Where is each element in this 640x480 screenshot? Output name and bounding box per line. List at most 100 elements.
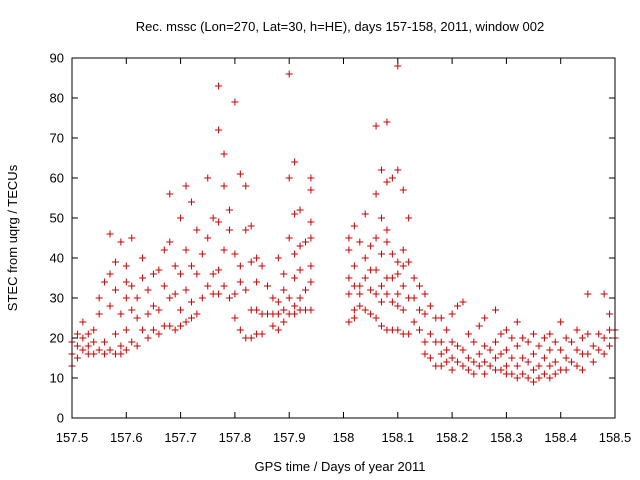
data-point (117, 238, 125, 246)
data-point (247, 334, 255, 342)
data-point (231, 250, 239, 258)
data-point (247, 258, 255, 266)
data-point (307, 186, 315, 194)
data-point (437, 350, 445, 358)
data-point (117, 350, 125, 358)
data-point (204, 282, 212, 290)
data-point (182, 286, 190, 294)
data-point (399, 282, 407, 290)
data-point (274, 326, 282, 334)
data-point (128, 338, 136, 346)
data-point (383, 238, 391, 246)
data-point (589, 358, 597, 366)
data-point (502, 346, 510, 354)
data-point (345, 318, 353, 326)
data-point (448, 366, 456, 374)
data-point (274, 310, 282, 318)
data-point (372, 314, 380, 322)
data-point (372, 290, 380, 298)
data-point (122, 346, 130, 354)
data-point (383, 118, 391, 126)
data-point (253, 278, 261, 286)
data-point (296, 206, 304, 214)
data-point (546, 374, 554, 382)
y-axis-label: STEC from uqrg / TECUs (5, 164, 20, 311)
data-point (578, 334, 586, 342)
data-point (356, 238, 364, 246)
data-point (562, 366, 570, 374)
data-point (497, 350, 505, 358)
data-point (231, 290, 239, 298)
data-point (410, 318, 418, 326)
data-point (187, 198, 195, 206)
data-point (117, 310, 125, 318)
data-point (562, 334, 570, 342)
data-point (508, 334, 516, 342)
data-point (160, 246, 168, 254)
data-point (464, 354, 472, 362)
data-point (291, 158, 299, 166)
data-point (399, 186, 407, 194)
data-point (236, 170, 244, 178)
data-point (513, 342, 521, 350)
data-point (475, 362, 483, 370)
data-point (600, 350, 608, 358)
data-point (225, 226, 233, 234)
data-point (253, 306, 261, 314)
x-tick-label: 158.3 (490, 430, 523, 445)
data-point (236, 262, 244, 270)
data-point (399, 246, 407, 254)
data-point (394, 326, 402, 334)
data-point (231, 98, 239, 106)
data-point (448, 338, 456, 346)
data-point (236, 326, 244, 334)
data-point (443, 346, 451, 354)
data-point (193, 310, 201, 318)
data-point (139, 274, 147, 282)
data-point (437, 314, 445, 322)
data-point (149, 270, 157, 278)
data-point (437, 362, 445, 370)
data-point (128, 234, 136, 242)
data-point (117, 342, 125, 350)
y-tick-label: 80 (50, 91, 64, 106)
data-point (378, 166, 386, 174)
data-point (405, 258, 413, 266)
data-point (356, 302, 364, 310)
data-point (193, 226, 201, 234)
data-point (166, 238, 174, 246)
data-point (220, 150, 228, 158)
data-point (215, 218, 223, 226)
x-tick-label: 157.6 (110, 430, 143, 445)
data-point (307, 278, 315, 286)
data-point (285, 174, 293, 182)
data-point (405, 214, 413, 222)
data-point (573, 346, 581, 354)
data-point (519, 334, 527, 342)
data-point (166, 294, 174, 302)
data-point (481, 342, 489, 350)
y-tick-label: 40 (50, 251, 64, 266)
data-point (269, 322, 277, 330)
data-point (530, 366, 538, 374)
data-point (540, 370, 548, 378)
data-point (383, 290, 391, 298)
data-point (589, 342, 597, 350)
data-point (350, 306, 358, 314)
data-point (236, 278, 244, 286)
data-point (307, 174, 315, 182)
data-point (193, 270, 201, 278)
data-point (502, 326, 510, 334)
data-point (535, 362, 543, 370)
data-point (519, 370, 527, 378)
data-point (578, 366, 586, 374)
data-point (79, 334, 87, 342)
data-point (481, 314, 489, 322)
data-point (301, 238, 309, 246)
data-point (280, 306, 288, 314)
data-point (524, 338, 532, 346)
data-point (372, 266, 380, 274)
data-point (394, 270, 402, 278)
data-point (513, 362, 521, 370)
data-point (492, 354, 500, 362)
